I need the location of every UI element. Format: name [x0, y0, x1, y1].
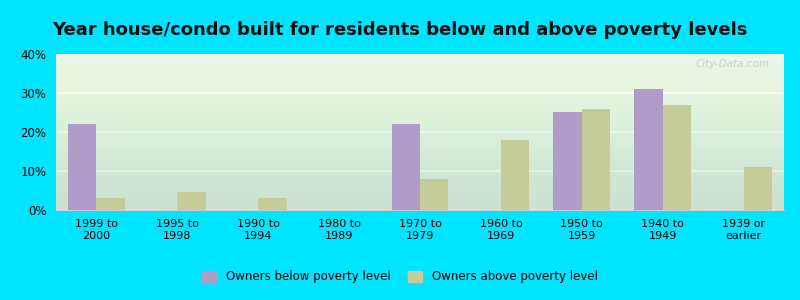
- Legend: Owners below poverty level, Owners above poverty level: Owners below poverty level, Owners above…: [198, 266, 602, 288]
- Text: Year house/condo built for residents below and above poverty levels: Year house/condo built for residents bel…: [52, 21, 748, 39]
- Bar: [743, 167, 772, 210]
- Bar: [662, 105, 691, 210]
- Bar: [582, 109, 610, 210]
- Bar: [420, 179, 448, 210]
- Bar: [634, 89, 662, 210]
- Bar: [68, 124, 97, 210]
- Bar: [178, 193, 206, 210]
- Bar: [392, 124, 420, 210]
- Bar: [501, 140, 530, 210]
- Bar: [258, 198, 286, 210]
- Bar: [554, 112, 582, 210]
- Bar: [97, 198, 125, 210]
- Text: City-Data.com: City-Data.com: [695, 59, 770, 69]
